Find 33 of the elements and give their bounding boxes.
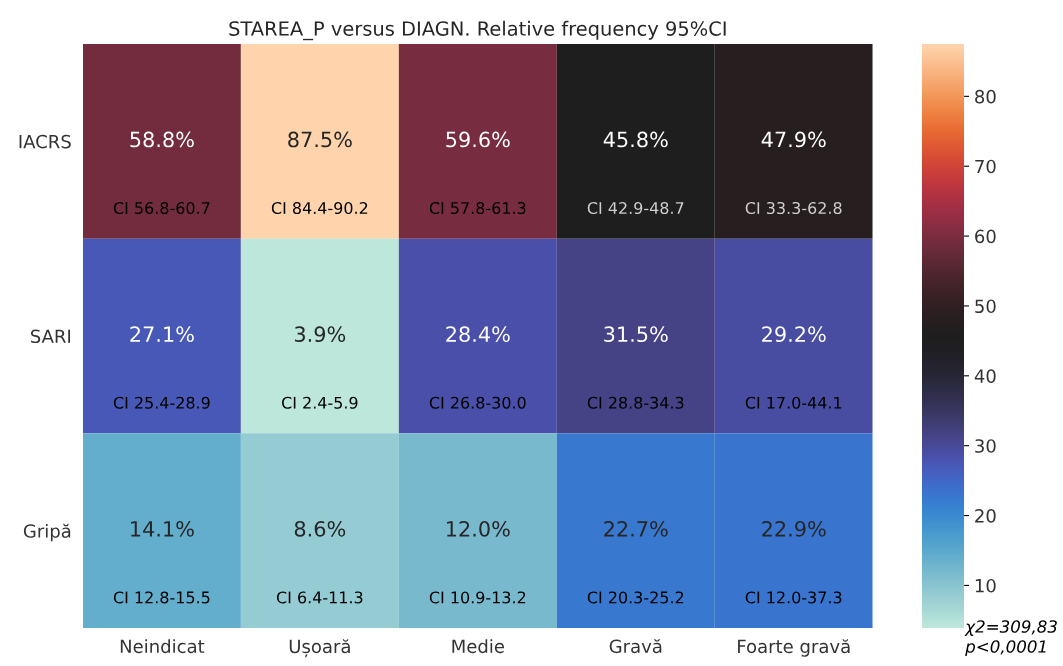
text: 12.0% CI 10.9-13.2 <box>429 520 526 604</box>
x-tick-label: Gravă <box>609 639 662 654</box>
text: 27.1% CI 25.4-28.9 <box>113 326 210 409</box>
text: 14.1% CI 12.8-15.5 <box>113 520 210 604</box>
text: 28.4% CI 26.8-30.0 <box>429 326 526 409</box>
text: 22.9% CI 12.0-37.3 <box>745 520 842 604</box>
color-bar-label: 70 <box>975 159 996 174</box>
text: 22.7% CI 20.3-25.2 <box>587 520 684 604</box>
text: 29.2% CI 17.0-44.1 <box>745 326 842 409</box>
text: 45.8% CI 42.9-48.7 <box>587 131 684 215</box>
text: 47.9% CI 33.3-62.8 <box>745 131 842 215</box>
color-bar-label: 30 <box>975 439 996 453</box>
text: χ2=309,83 p<0,0001 <box>964 620 1057 657</box>
y-tick-label: Gripă <box>23 523 71 542</box>
color-bar-label: 80 <box>975 89 996 104</box>
color-bar-label: 50 <box>975 299 996 314</box>
color-bar-label: 60 <box>975 229 996 244</box>
text: 87.5% CI 84.4-90.2 <box>271 131 368 215</box>
text: 31.5% CI 28.8-34.3 <box>587 326 684 409</box>
text: 59.6% CI 57.8-61.3 <box>429 131 526 215</box>
text: 8.6% CI 6.4-11.3 <box>276 520 363 604</box>
color-bar-label: 20 <box>975 509 996 523</box>
x-tick-label: Foarte gravă <box>738 639 850 657</box>
x-tick-label: Medie <box>452 639 504 654</box>
y-tick-label: SARI <box>30 329 71 344</box>
color-bar-label: 10 <box>975 578 996 593</box>
text: 3.9% CI 2.4-5.9 <box>282 326 358 409</box>
x-tick-label: Neindicat <box>120 639 205 654</box>
chart-title: STAREA_P versus DIAGN. Relative frequency 95%CI <box>229 20 726 41</box>
y-tick-label: IACRS <box>19 134 71 149</box>
x-tick-label: Ușoară <box>289 639 350 658</box>
text: 58.8% CI 56.8-60.7 <box>113 131 210 215</box>
color-bar-label: 40 <box>974 369 996 383</box>
